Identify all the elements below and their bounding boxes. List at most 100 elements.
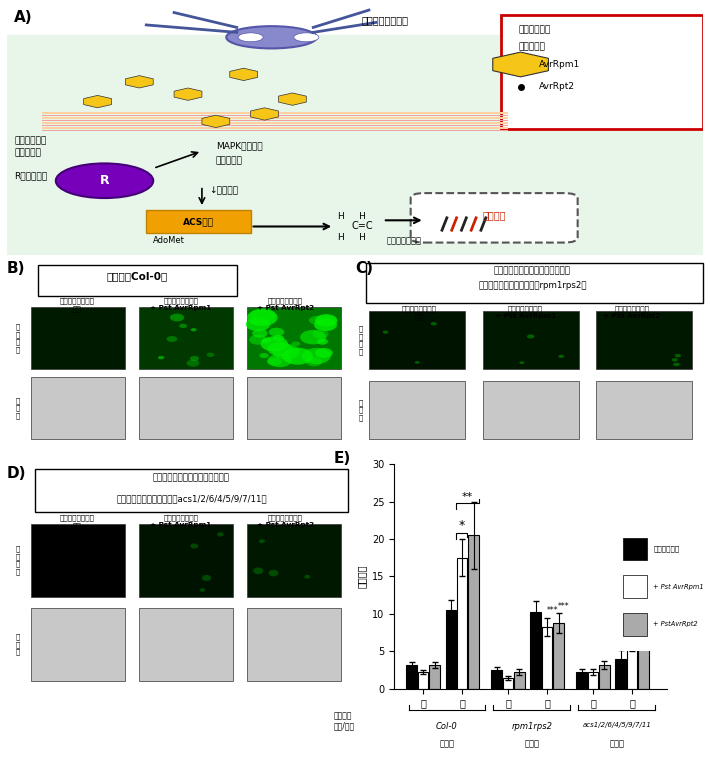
Text: エチレンが生産: エチレンが生産 [386,237,421,246]
Text: MAPKキナーゼ: MAPKキナーゼ [216,142,263,151]
FancyBboxPatch shape [139,608,233,681]
Circle shape [190,356,199,361]
Text: コントロール: コントロール [653,546,679,552]
FancyBboxPatch shape [31,608,126,681]
Bar [406,665,417,689]
Polygon shape [126,75,153,88]
FancyBboxPatch shape [369,381,465,439]
FancyBboxPatch shape [623,575,647,598]
Bar [457,558,467,689]
Polygon shape [493,52,548,77]
Circle shape [268,570,278,576]
Polygon shape [202,115,230,128]
Bar [542,626,552,689]
FancyBboxPatch shape [501,15,703,129]
Circle shape [312,330,329,339]
FancyBboxPatch shape [35,469,348,512]
Circle shape [253,568,263,574]
Text: 変異体: 変異体 [524,740,540,749]
Circle shape [167,336,178,342]
Text: エチレンセンサー
+ Pst AvrRpt2: エチレンセンサー + Pst AvrRpt2 [257,298,314,311]
Text: + Pst AvrRpm1: + Pst AvrRpm1 [653,584,704,590]
Polygon shape [42,117,508,119]
Text: ノックアウトした変異体（acs1/2/6/4/5/9/7/11）: ノックアウトした変異体（acs1/2/6/4/5/9/7/11） [116,494,267,503]
Text: 蛍
光
観
察: 蛍 光 観 察 [16,323,20,353]
Circle shape [558,355,564,358]
Text: エチレンの生合成に携わる酵素を: エチレンの生合成に携わる酵素を [153,473,230,482]
FancyBboxPatch shape [247,524,341,597]
Text: 免疫応答: 免疫応答 [482,210,506,221]
Text: 明
視
野: 明 視 野 [16,634,20,655]
Circle shape [250,308,276,323]
Circle shape [315,314,337,326]
Bar [553,622,564,689]
Text: ***: *** [558,602,569,611]
Circle shape [315,348,333,358]
Text: acs1/2/6/4/5/9/7/11: acs1/2/6/4/5/9/7/11 [582,722,651,728]
FancyBboxPatch shape [139,307,233,369]
Text: AvrRpm1: AvrRpm1 [540,60,581,69]
FancyBboxPatch shape [31,524,126,597]
FancyBboxPatch shape [247,377,341,439]
Circle shape [261,336,288,352]
Polygon shape [230,68,258,81]
Circle shape [305,575,310,579]
FancyBboxPatch shape [247,307,341,369]
Bar [469,535,479,689]
Circle shape [238,33,263,42]
Text: ノックアウトした変異体（rpm1rps2）: ノックアウトした変異体（rpm1rps2） [479,282,586,291]
Circle shape [267,358,282,366]
Polygon shape [42,119,508,121]
FancyBboxPatch shape [596,381,692,439]
Text: エチレンセンサー
+ Pst AvrRpm1: エチレンセンサー + Pst AvrRpm1 [151,514,212,528]
Bar [503,678,513,689]
FancyBboxPatch shape [0,35,710,257]
Text: ACS酵素: ACS酵素 [183,217,214,226]
Text: E): E) [334,451,351,466]
Text: Rタンパク質: Rタンパク質 [14,170,47,180]
Bar [616,659,626,689]
Bar [577,672,586,689]
Circle shape [262,338,271,343]
Circle shape [273,344,300,359]
FancyBboxPatch shape [616,523,704,653]
Circle shape [179,323,187,328]
Text: エチレンセンサー
のみ: エチレンセンサー のみ [401,305,437,320]
Circle shape [672,358,678,361]
Text: Col-0: Col-0 [436,722,458,731]
Circle shape [191,328,197,331]
Text: センサー
（有/無）: センサー （有/無） [334,711,355,731]
Polygon shape [42,115,508,116]
Circle shape [158,356,164,359]
Text: C=C: C=C [351,221,373,231]
FancyBboxPatch shape [139,524,233,597]
Text: **: ** [462,492,473,501]
Bar [599,665,610,689]
Text: AvrRpt2: AvrRpt2 [540,82,575,91]
Circle shape [56,164,153,198]
Text: C): C) [355,261,373,275]
Text: エフェクタータンパク質受容体を: エフェクタータンパク質受容体を [494,266,571,275]
Text: 野生型: 野生型 [439,740,454,749]
Polygon shape [42,122,508,124]
Bar [638,638,649,689]
Text: エチレンセンサー
のみ: エチレンセンサー のみ [59,298,94,312]
Text: ***: *** [643,616,655,624]
FancyBboxPatch shape [31,307,126,369]
FancyBboxPatch shape [146,210,251,233]
FancyBboxPatch shape [483,381,579,439]
Text: エチレンセンサー
+ Pst AvrRpt2: エチレンセンサー + Pst AvrRpt2 [604,305,660,319]
Text: エチレンセンサー
+ Pst AvrRpm1: エチレンセンサー + Pst AvrRpm1 [495,305,556,319]
Bar [530,613,541,689]
Circle shape [247,309,278,326]
Polygon shape [42,125,508,126]
Circle shape [415,361,420,364]
Text: 蛍
光
観
察: 蛍 光 観 察 [16,546,20,575]
FancyBboxPatch shape [38,265,236,295]
FancyBboxPatch shape [366,263,703,304]
Text: 野生型（Col-0）: 野生型（Col-0） [107,271,168,282]
Bar [514,672,525,689]
Text: ***: *** [631,618,643,626]
Polygon shape [42,112,508,114]
Text: 変異体: 変異体 [609,740,624,749]
